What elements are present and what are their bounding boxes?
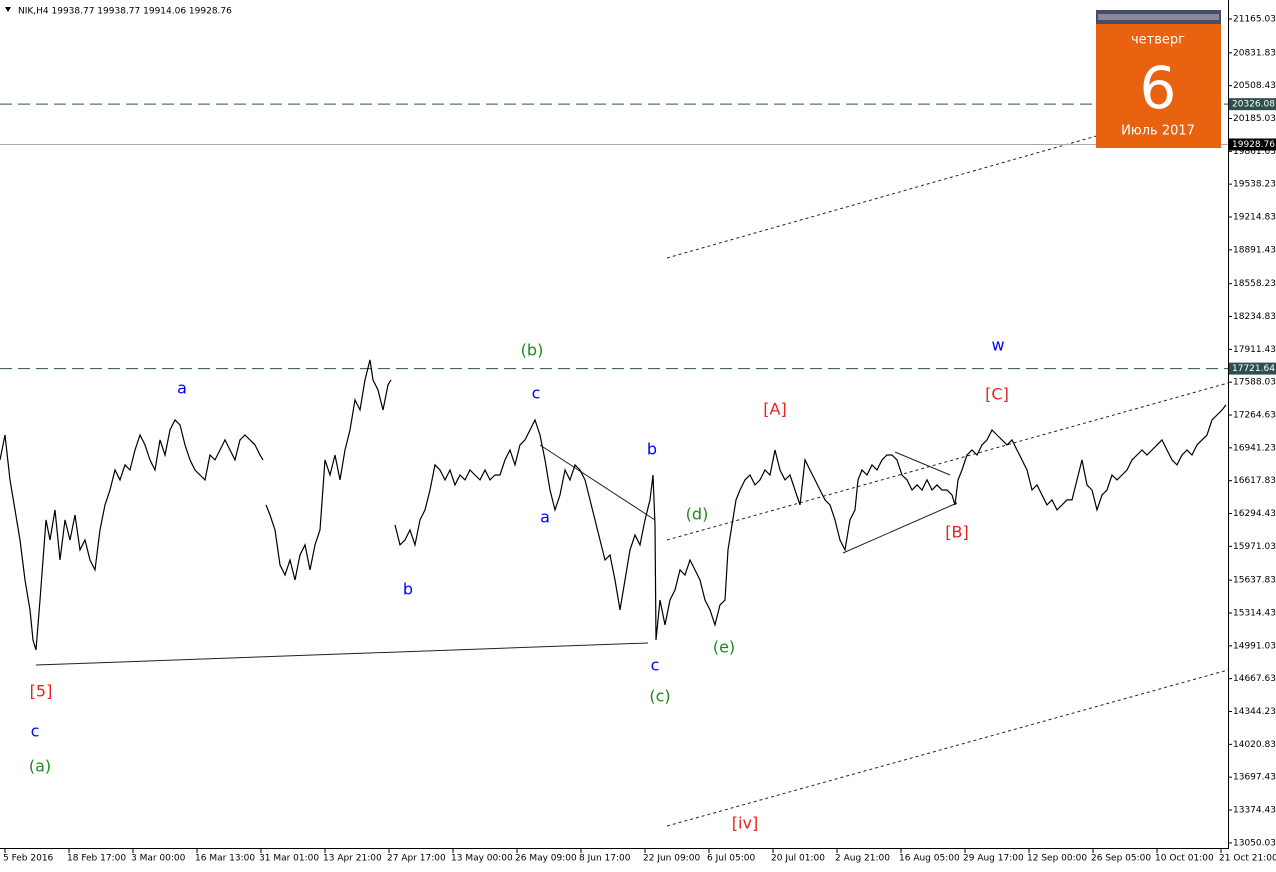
trend-line: [539, 444, 656, 521]
wave-label: (a): [29, 757, 51, 776]
x-tick-label: 18 Feb 17:00: [67, 854, 126, 864]
x-tick-label: 27 Apr 17:00: [387, 854, 446, 864]
y-tick-label: 18558.23: [1233, 279, 1276, 289]
y-tick-label: 19538.23: [1233, 180, 1276, 190]
calendar-ring-strip: [1098, 14, 1219, 20]
x-tick-label: 16 Mar 13:00: [195, 854, 255, 864]
wave-label: [iv]: [732, 814, 758, 833]
y-tick-label: 16941.23: [1233, 443, 1276, 453]
y-tick-label: 15637.83: [1233, 576, 1276, 586]
x-tick-label: 13 Apr 21:00: [323, 854, 382, 864]
wave-label: (d): [686, 505, 709, 524]
wave-label: c: [532, 384, 541, 403]
calendar-month: Июль 2017: [1121, 124, 1195, 139]
x-tick-label: 12 Sep 00:00: [1027, 854, 1087, 864]
y-tick-label: 18234.83: [1233, 312, 1276, 322]
wave-label: a: [540, 508, 550, 527]
wave-label: w: [991, 336, 1004, 355]
y-tick-label: 15314.43: [1233, 609, 1276, 619]
level-price-label: 17721.64: [1232, 364, 1275, 374]
y-tick-label: 14344.23: [1233, 707, 1276, 717]
y-tick-label: 14991.03: [1233, 641, 1276, 651]
x-tick-label: 31 Mar 01:00: [259, 854, 319, 864]
level-price-box: [1229, 362, 1276, 375]
wave-label: a: [177, 379, 187, 398]
calendar-widget: четверг 6 Июль 2017: [1096, 10, 1221, 148]
y-tick-label: 13050.03: [1233, 838, 1276, 848]
x-tick-label: 22 Jun 09:00: [643, 854, 700, 864]
x-tick-label: 5 Feb 2016: [3, 854, 54, 864]
wave-label: b: [403, 580, 413, 599]
trend-line: [35, 642, 649, 666]
plot-layer: 13050.03 13374.43 13697.43 14020.83 14344.23…: [0, 14, 1276, 864]
x-tick-label: 20 Jul 01:00: [771, 854, 825, 864]
y-tick-label: 20508.43: [1233, 81, 1276, 91]
menu-arrow[interactable]: [5, 7, 11, 12]
y-tick-label: 16617.83: [1233, 476, 1276, 486]
channel-line: [666, 382, 1229, 541]
channel-line: [666, 669, 1229, 827]
x-tick-label: 2 Aug 21:00: [835, 854, 890, 864]
wave-label: (c): [649, 687, 670, 706]
y-tick-label: 19214.83: [1233, 212, 1276, 222]
calendar-body: [1096, 10, 1221, 148]
wave-label: c: [651, 656, 660, 675]
wave-label: (e): [713, 638, 735, 657]
y-tick-label: 15971.03: [1233, 542, 1276, 552]
x-tick-label: 6 Jul 05:00: [707, 854, 756, 864]
y-tick-label: 13374.43: [1233, 805, 1276, 815]
wave-label: [5]: [30, 682, 53, 701]
calendar-weekday: четверг: [1131, 33, 1185, 48]
calendar-rings: [1096, 10, 1221, 24]
y-tick-label: 17264.63: [1233, 411, 1276, 421]
x-tick-label: 8 Jun 17:00: [579, 854, 631, 864]
y-tick-label: 13697.43: [1233, 773, 1276, 783]
y-tick-label: 14020.83: [1233, 740, 1276, 750]
trend-line: [894, 451, 951, 476]
y-tick-label: 17588.03: [1233, 378, 1276, 388]
level-price-label: 19928.76: [1232, 140, 1275, 150]
trend-line: [842, 502, 958, 554]
y-tick-label: 20831.83: [1233, 48, 1276, 58]
level-price-box: [1229, 138, 1276, 151]
wave-label: [A]: [763, 400, 786, 419]
wave-label: [B]: [945, 523, 968, 542]
x-tick-label: 26 May 09:00: [515, 854, 577, 864]
x-tick-label: 10 Oct 01:00: [1155, 854, 1214, 864]
y-tick-label: 21165.03: [1233, 14, 1276, 24]
x-tick-label: 29 Aug 17:00: [963, 854, 1024, 864]
header-text: NIK,H4 19938.77 19938.77 19914.06 19928.…: [18, 7, 232, 17]
y-tick-label: 14667.63: [1233, 674, 1276, 684]
y-tick-label: 20185.03: [1233, 114, 1276, 124]
price-line: [0, 359, 1227, 651]
wave-label: b: [647, 440, 657, 459]
x-tick-label: 21 Oct 21:00: [1219, 854, 1276, 864]
y-tick-label: 17911.43: [1233, 345, 1276, 355]
wave-label: c: [31, 722, 40, 741]
x-tick-label: 13 May 00:00: [451, 854, 513, 864]
x-tick-label: 26 Sep 05:00: [1091, 854, 1151, 864]
wave-label: (b): [521, 341, 544, 360]
level-price-label: 20326.08: [1232, 100, 1275, 110]
calendar-day: 6: [1140, 54, 1177, 122]
x-tick-label: 3 Mar 00:00: [131, 854, 186, 864]
y-tick-label: 19861.63: [1233, 147, 1276, 157]
y-tick-label: 16294.43: [1233, 509, 1276, 519]
wave-label: [C]: [985, 385, 1009, 404]
level-price-box: [1229, 98, 1276, 111]
x-tick-label: 16 Aug 05:00: [899, 854, 960, 864]
y-tick-label: 18891.43: [1233, 245, 1276, 255]
